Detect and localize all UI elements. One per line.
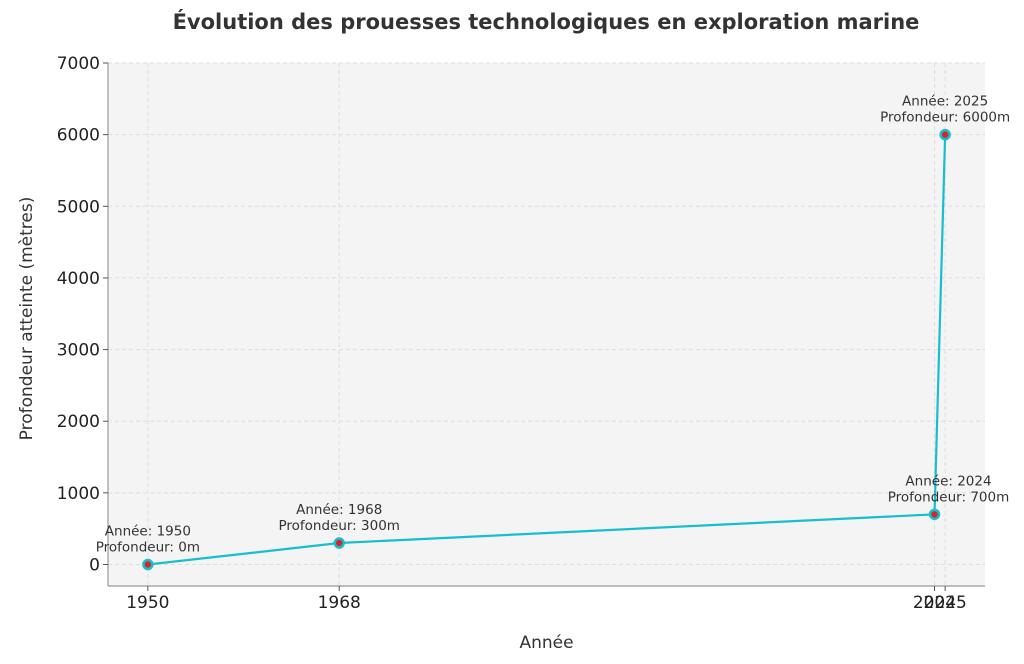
y-axis-label: Profondeur atteinte (mètres) <box>17 197 37 441</box>
annotation-year: Année: 2025 <box>902 94 988 110</box>
data-point <box>939 128 951 141</box>
y-ticks: 0 1000 2000 3000 4000 5000 6000 7000 <box>57 54 108 576</box>
x-axis-label: Année <box>519 633 573 653</box>
axes <box>107 63 985 587</box>
annotation-depth: Profondeur: 6000m <box>880 110 1010 126</box>
x-tick-label: 1950 <box>126 593 169 613</box>
y-tick-label: 4000 <box>57 269 100 289</box>
y-tick-label: 5000 <box>57 197 100 217</box>
chart-title: Évolution des prouesses technologiques e… <box>172 10 920 34</box>
annotation-depth: Profondeur: 700m <box>888 489 1010 505</box>
y-tick-label: 1000 <box>57 484 100 504</box>
x-tick-label: 2024 <box>913 593 956 613</box>
data-point <box>928 508 941 521</box>
y-tick-label: 7000 <box>57 54 100 74</box>
y-tick-label: 3000 <box>57 341 100 361</box>
y-tick-label: 2000 <box>57 412 100 432</box>
annotation-year: Année: 1968 <box>296 502 382 518</box>
annotation-year: Année: 1950 <box>105 524 191 540</box>
annotation-depth: Profondeur: 0m <box>96 540 200 556</box>
data-point <box>333 537 345 549</box>
y-tick-label: 0 <box>89 556 100 576</box>
series <box>142 128 951 571</box>
data-point <box>142 558 154 571</box>
annotation-depth: Profondeur: 300m <box>278 518 400 534</box>
series-line <box>147 134 947 566</box>
plot-area <box>108 63 985 586</box>
y-tick-label: 6000 <box>57 126 100 146</box>
annotation-year: Année: 2024 <box>905 473 991 489</box>
x-tick-label: 2025 <box>924 593 967 613</box>
x-tick-label: 1968 <box>318 593 361 613</box>
